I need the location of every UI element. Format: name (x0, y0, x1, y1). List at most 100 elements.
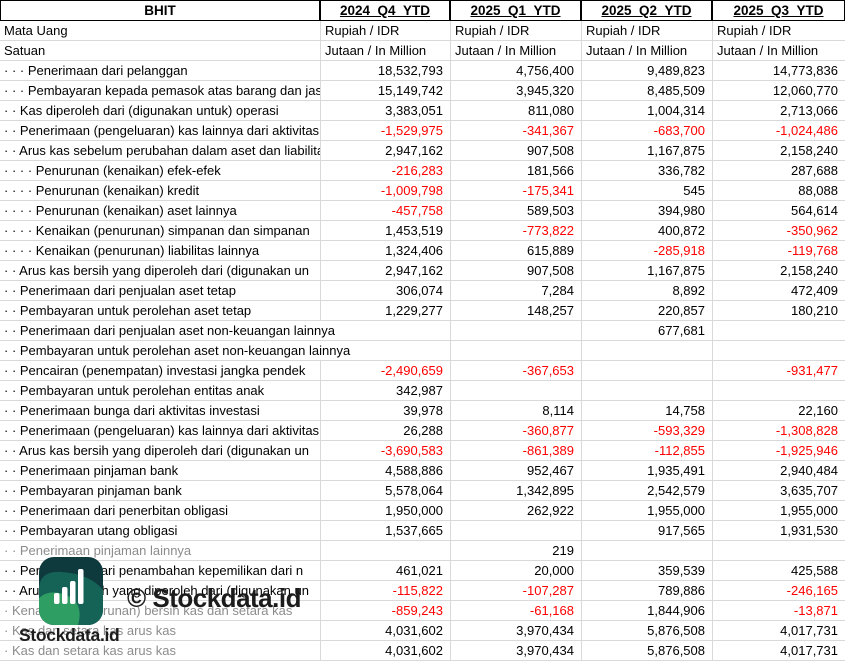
value-cell[interactable]: 1,342,895 (450, 481, 581, 501)
value-cell[interactable]: 9,489,823 (581, 61, 712, 81)
value-cell[interactable]: -859,243 (320, 601, 450, 621)
value-cell[interactable]: 907,508 (450, 141, 581, 161)
row-label-cell[interactable]: · · Penerimaan dari penerbitan obligasi (0, 501, 320, 521)
value-cell[interactable] (320, 321, 450, 341)
unit-value-cell[interactable]: Jutaan / In Million (450, 41, 581, 61)
row-label-cell[interactable]: · · · · Penurunan (kenaikan) kredit (0, 181, 320, 201)
row-label-cell[interactable]: · · Penerimaan (pengeluaran) kas lainnya… (0, 121, 320, 141)
value-cell[interactable]: 1,229,277 (320, 301, 450, 321)
value-cell[interactable]: 219 (450, 541, 581, 561)
value-cell[interactable]: -773,822 (450, 221, 581, 241)
value-cell[interactable]: 14,773,836 (712, 61, 845, 81)
value-cell[interactable]: 1,167,875 (581, 261, 712, 281)
value-cell[interactable]: 425,588 (712, 561, 845, 581)
value-cell[interactable]: 3,635,707 (712, 481, 845, 501)
value-cell[interactable]: 7,284 (450, 281, 581, 301)
value-cell[interactable]: -1,925,946 (712, 441, 845, 461)
value-cell[interactable]: -341,367 (450, 121, 581, 141)
row-label-cell[interactable]: · · · · Kenaikan (penurunan) simpanan da… (0, 221, 320, 241)
row-label-cell[interactable]: · · · Penerimaan dari pelanggan (0, 61, 320, 81)
value-cell[interactable]: -683,700 (581, 121, 712, 141)
value-cell[interactable]: 39,978 (320, 401, 450, 421)
value-cell[interactable]: 22,160 (712, 401, 845, 421)
value-cell[interactable]: 472,409 (712, 281, 845, 301)
value-cell[interactable]: 1,167,875 (581, 141, 712, 161)
value-cell[interactable] (450, 341, 581, 361)
value-cell[interactable]: 2,542,579 (581, 481, 712, 501)
unit-value-cell[interactable]: Jutaan / In Million (320, 41, 450, 61)
unit-value-cell[interactable]: Jutaan / In Million (712, 41, 845, 61)
value-cell[interactable] (581, 361, 712, 381)
value-cell[interactable]: 3,945,320 (450, 81, 581, 101)
row-label-cell[interactable]: · · Arus kas bersih yang diperoleh dari … (0, 261, 320, 281)
value-cell[interactable]: -246,165 (712, 581, 845, 601)
value-cell[interactable]: -360,877 (450, 421, 581, 441)
value-cell[interactable]: 148,257 (450, 301, 581, 321)
value-cell[interactable]: 8,485,509 (581, 81, 712, 101)
value-cell[interactable]: -367,653 (450, 361, 581, 381)
value-cell[interactable] (712, 341, 845, 361)
row-label-cell[interactable]: · Kas dan setara kas arus kas (0, 621, 320, 641)
value-cell[interactable]: 5,876,508 (581, 621, 712, 641)
value-cell[interactable]: 4,031,602 (320, 621, 450, 641)
value-cell[interactable]: 4,756,400 (450, 61, 581, 81)
value-cell[interactable]: -457,758 (320, 201, 450, 221)
value-cell[interactable]: -1,024,486 (712, 121, 845, 141)
value-cell[interactable]: 394,980 (581, 201, 712, 221)
column-header-2025-q1[interactable]: 2025_Q1_YTD (450, 0, 581, 21)
value-cell[interactable] (450, 381, 581, 401)
value-cell[interactable]: 12,060,770 (712, 81, 845, 101)
value-cell[interactable]: -115,822 (320, 581, 450, 601)
row-label-cell[interactable]: · · · · Penurunan (kenaikan) aset lainny… (0, 201, 320, 221)
value-cell[interactable]: 1,931,530 (712, 521, 845, 541)
value-cell[interactable]: 1,537,665 (320, 521, 450, 541)
currency-value-cell[interactable]: Rupiah / IDR (450, 21, 581, 41)
row-label-cell[interactable]: · · Pembayaran pinjaman bank (0, 481, 320, 501)
value-cell[interactable]: 545 (581, 181, 712, 201)
value-cell[interactable]: 1,955,000 (712, 501, 845, 521)
value-cell[interactable]: -861,389 (450, 441, 581, 461)
row-label-cell[interactable]: · · Pembayaran utang obligasi (0, 521, 320, 541)
value-cell[interactable]: 1,950,000 (320, 501, 450, 521)
value-cell[interactable]: 26,288 (320, 421, 450, 441)
row-label-cell[interactable]: · · Pembayaran untuk perolehan aset teta… (0, 301, 320, 321)
value-cell[interactable]: 2,940,484 (712, 461, 845, 481)
value-cell[interactable]: 14,758 (581, 401, 712, 421)
currency-label-cell[interactable]: Mata Uang (0, 21, 320, 41)
row-label-cell[interactable]: · · Pencairan (penempatan) investasi jan… (0, 361, 320, 381)
value-cell[interactable] (320, 541, 450, 561)
value-cell[interactable]: 262,922 (450, 501, 581, 521)
value-cell[interactable]: -13,871 (712, 601, 845, 621)
value-cell[interactable]: -593,329 (581, 421, 712, 441)
value-cell[interactable]: -350,962 (712, 221, 845, 241)
row-label-cell[interactable]: · · Penerimaan dari penjualan aset non-k… (0, 321, 335, 341)
value-cell[interactable]: 8,892 (581, 281, 712, 301)
value-cell[interactable]: 789,886 (581, 581, 712, 601)
row-label-cell[interactable]: · · Penerimaan (pengeluaran) kas lainnya… (0, 421, 320, 441)
value-cell[interactable]: 5,876,508 (581, 641, 712, 661)
value-cell[interactable]: 4,017,731 (712, 621, 845, 641)
value-cell[interactable]: -2,490,659 (320, 361, 450, 381)
value-cell[interactable]: -1,308,828 (712, 421, 845, 441)
value-cell[interactable]: 8,114 (450, 401, 581, 421)
value-cell[interactable]: 359,539 (581, 561, 712, 581)
value-cell[interactable]: 18,532,793 (320, 61, 450, 81)
value-cell[interactable]: 677,681 (581, 321, 712, 341)
value-cell[interactable]: 3,383,051 (320, 101, 450, 121)
unit-value-cell[interactable]: Jutaan / In Million (581, 41, 712, 61)
value-cell[interactable]: 2,713,066 (712, 101, 845, 121)
value-cell[interactable]: 400,872 (581, 221, 712, 241)
value-cell[interactable]: 5,578,064 (320, 481, 450, 501)
row-label-cell[interactable]: · · Pembayaran untuk perolehan aset non-… (0, 341, 350, 361)
value-cell[interactable]: -216,283 (320, 161, 450, 181)
row-label-cell[interactable]: · · Penerimaan bunga dari aktivitas inve… (0, 401, 320, 421)
value-cell[interactable]: 1,324,406 (320, 241, 450, 261)
value-cell[interactable]: -107,287 (450, 581, 581, 601)
value-cell[interactable]: 2,158,240 (712, 261, 845, 281)
value-cell[interactable]: 1,935,491 (581, 461, 712, 481)
value-cell[interactable] (450, 521, 581, 541)
row-label-cell[interactable]: · · Arus kas bersih yang diperoleh dari … (0, 441, 320, 461)
column-header-2025-q3[interactable]: 2025_Q3_YTD (712, 0, 845, 21)
value-cell[interactable]: 15,149,742 (320, 81, 450, 101)
value-cell[interactable]: 220,857 (581, 301, 712, 321)
